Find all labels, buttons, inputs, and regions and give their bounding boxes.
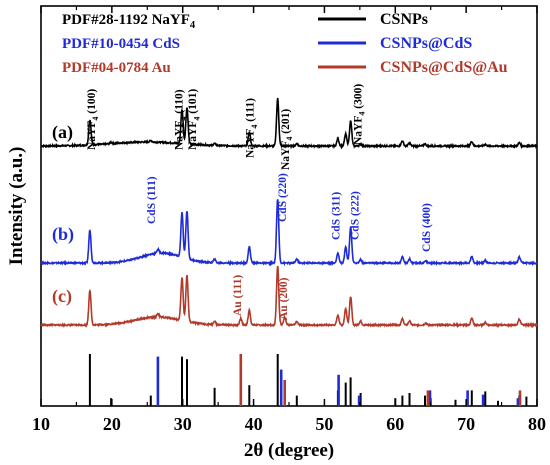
series-line-2 (40, 199, 538, 267)
panel-label: (b) (52, 224, 74, 245)
panel-label: (c) (52, 286, 72, 307)
x-tick-label: 50 (315, 414, 333, 434)
series-group: (a) (b) (c) (40, 97, 538, 329)
x-tick-label: 20 (103, 414, 121, 434)
peak-annotation-9: CdS (311) (330, 192, 342, 240)
x-axis-title: 2θ (degree) (244, 440, 334, 461)
panel-label: (a) (52, 122, 73, 143)
x-tick-label: 60 (386, 414, 404, 434)
peak-annotation-2: NaYF4 (110) (174, 89, 188, 150)
reference-legend-group: PDF#28-1192 NaYF4 PDF#10-0454 CdS PDF#04-0… (62, 12, 196, 76)
reference-label-2: PDF#10-0454 CdS (62, 36, 180, 52)
x-tick-label: 30 (174, 414, 192, 434)
legend-label-3: CSNPs@CdS@Au (380, 59, 508, 76)
reference-label-3: PDF#04-0784 Au (62, 60, 171, 76)
peak-annotation-4: NaYF4 (111) (245, 98, 259, 158)
legend-label-1: CSNPs (380, 11, 428, 28)
peak-annotation-3: NaYF4 (101) (187, 89, 201, 150)
series-line-1 (40, 97, 538, 150)
peak-annotation-10: CdS (222) (349, 191, 361, 240)
x-tick-label: 40 (245, 414, 263, 434)
peak-annotation-5: NaYF4 (201) (280, 109, 294, 170)
peak-annotation-13: Au (200) (278, 277, 290, 320)
legend-label-2: CSNPs@CdS (380, 35, 472, 52)
legend-group: CSNPs CSNPs@CdS CSNPs@CdS@Au (318, 11, 508, 76)
x-tick-label: 10 (32, 414, 50, 434)
series-line-3 (40, 265, 538, 329)
y-axis-title: Intensity (a.u.) (6, 147, 27, 266)
annotations-group: NaYF4 (100) NaYF4 (110)NaYF4 (101) NaYF4 (… (86, 84, 433, 320)
x-tick-label: 80 (528, 414, 546, 434)
peak-annotation-11: CdS (400) (421, 203, 433, 252)
peak-annotation-6: NaYF4 (300) (352, 84, 366, 145)
axes-group: 10 20 30 40 50 60 70 80 (32, 6, 546, 434)
peak-annotation-7: CdS (111) (146, 176, 158, 224)
peak-annotation-1: NaYF4 (100) (86, 89, 100, 150)
reference-label-1: PDF#28-1192 NaYF4 (62, 12, 196, 31)
axis-labels-group: 2θ (degree) Intensity (a.u.) (6, 147, 334, 461)
peak-annotation-8: CdS (220) (277, 173, 289, 222)
peak-annotation-12: Au (111) (232, 275, 244, 316)
reference-lines-group (88, 354, 528, 406)
x-tick-label: 70 (457, 414, 475, 434)
